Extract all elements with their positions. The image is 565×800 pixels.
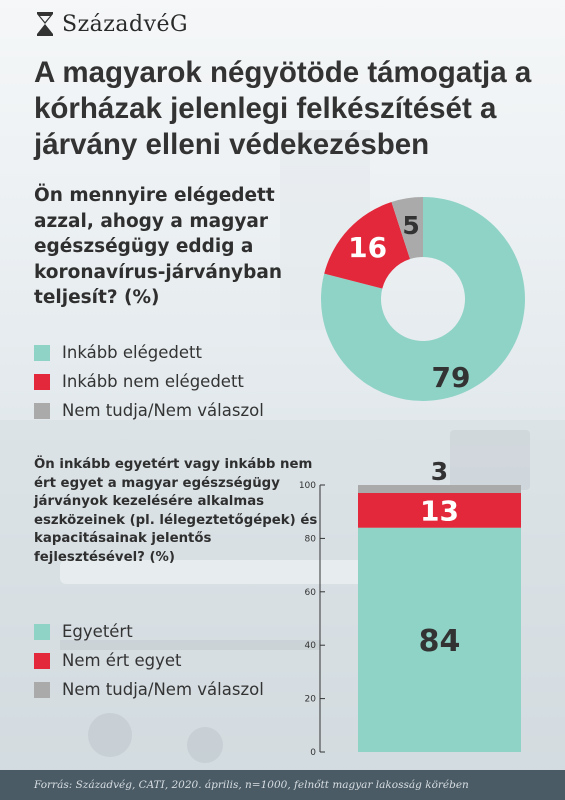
donut-value-label: 16	[348, 231, 387, 264]
bar-legend: Egyetért Nem ért egyet Nem tudja/Nem vál…	[34, 617, 264, 704]
donut-value-label: 79	[432, 361, 471, 394]
y-tick-label: 0	[310, 748, 316, 758]
legend-label: Inkább elégedett	[62, 343, 202, 362]
pie-legend: Inkább elégedett Inkább nem elégedett Ne…	[34, 338, 264, 425]
y-tick-label: 20	[305, 695, 317, 705]
source-footer: Forrás: Századvég, CATI, 2020. április, …	[0, 770, 565, 800]
legend-swatch	[34, 652, 50, 669]
bar-value-label: 13	[420, 494, 459, 527]
legend-swatch	[34, 344, 50, 361]
y-tick-label: 40	[305, 641, 317, 651]
legend-label: Nem tudja/Nem válaszol	[62, 680, 264, 699]
y-tick-label: 80	[305, 534, 317, 544]
brand-name: SzázadvéG	[62, 11, 189, 37]
donut-chart: 79 16 5	[321, 197, 525, 401]
legend-label: Egyetért	[62, 622, 133, 641]
legend-item: Inkább elégedett	[34, 338, 264, 367]
page-title: A magyarok négyötöde támogatja a kórháza…	[34, 56, 532, 161]
legend-item: Nem ért egyet	[34, 646, 264, 675]
legend-item: Egyetért	[34, 617, 264, 646]
legend-label: Nem tudja/Nem válaszol	[62, 401, 264, 420]
bar-value-label: 84	[419, 624, 461, 659]
bar-question: Ön inkább egyetért vagy inkább nem ért e…	[34, 457, 318, 565]
legend-item: Nem tudja/Nem válaszol	[34, 675, 264, 704]
bar-segment	[358, 527, 521, 752]
bar-segment	[358, 493, 521, 528]
bar-value-label: 3	[431, 457, 448, 486]
brand-mark-icon	[37, 12, 53, 36]
legend-item: Nem tudja/Nem válaszol	[34, 396, 264, 425]
pie-question: Ön mennyire elégedett azzal, ahogy a mag…	[34, 185, 283, 308]
legend-swatch	[34, 623, 50, 640]
donut-slice	[321, 197, 525, 401]
donut-value-label: 5	[402, 211, 419, 240]
bar-segment	[358, 485, 521, 494]
legend-item: Inkább nem elégedett	[34, 367, 264, 396]
legend-swatch	[34, 681, 50, 698]
brand-logo: SzázadvéG	[34, 10, 188, 38]
y-tick-label: 100	[299, 481, 316, 491]
y-tick-label: 60	[305, 588, 317, 598]
stacked-bar-chart: 0 20 40 60 80 100 84 13 3	[299, 457, 521, 758]
legend-swatch	[34, 402, 50, 419]
donut-slice	[391, 197, 423, 260]
legend-swatch	[34, 373, 50, 390]
donut-slice	[324, 201, 411, 289]
legend-label: Inkább nem elégedett	[62, 372, 244, 391]
legend-label: Nem ért egyet	[62, 651, 182, 670]
